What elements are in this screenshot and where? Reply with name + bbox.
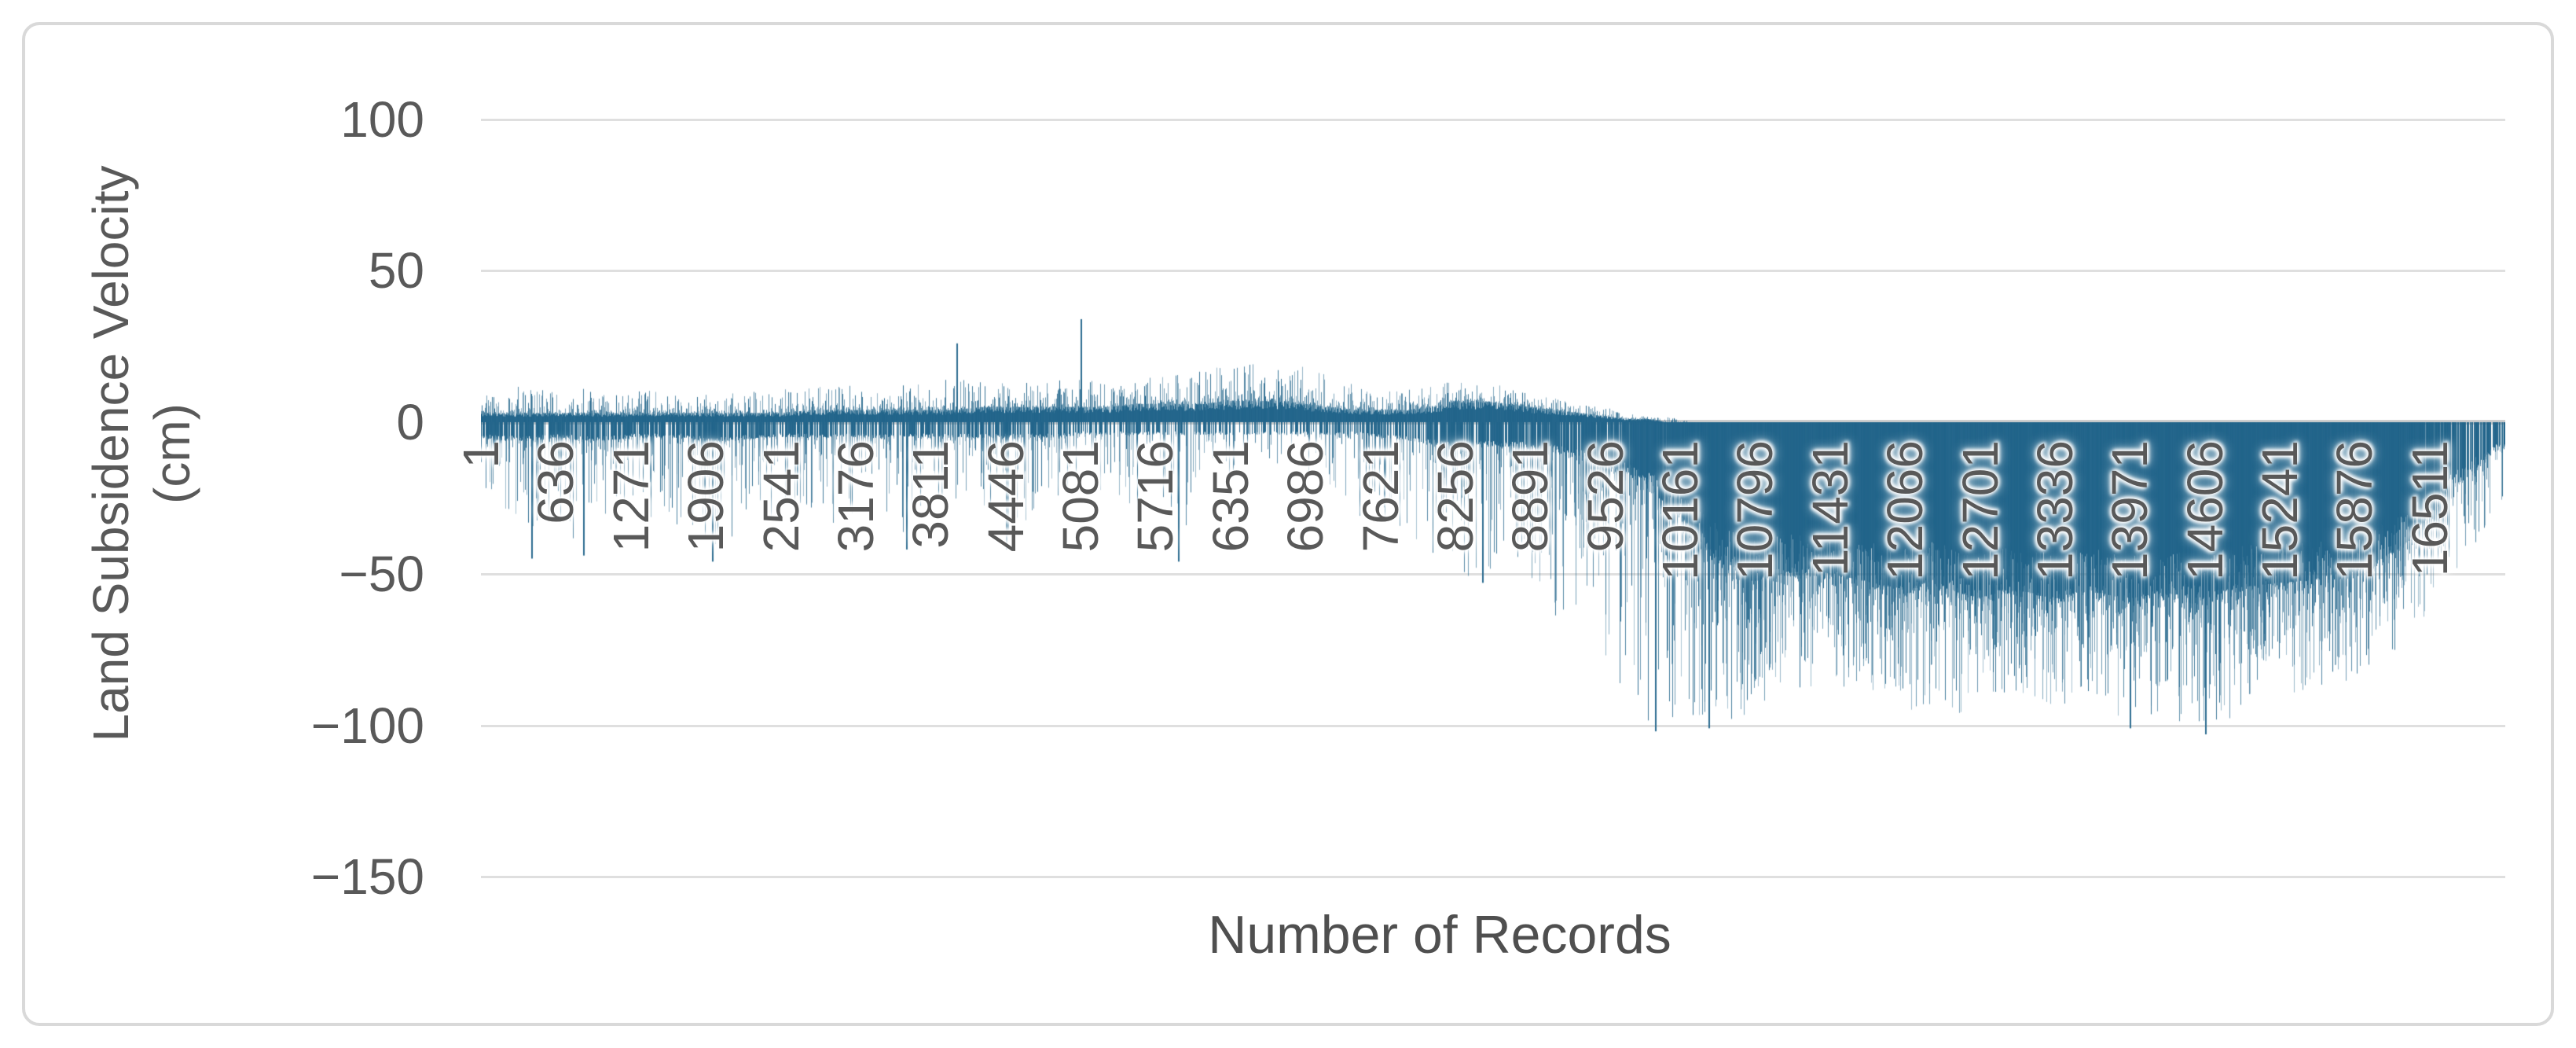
- x-tick-label-3811: 3811: [902, 440, 960, 549]
- x-tick-label-13336: 13336: [2026, 440, 2083, 580]
- x-tick-label-15241: 15241: [2251, 440, 2309, 580]
- x-tick-label-1906: 1906: [677, 440, 735, 553]
- y-tick-label-100: 100: [340, 90, 424, 148]
- x-tick-label-6351: 6351: [1202, 440, 1259, 553]
- x-tick-label-8256: 8256: [1426, 440, 1484, 553]
- x-tick-label-5081: 5081: [1052, 440, 1109, 553]
- chart-frame: 100 50 0 −50 −100 −150 1 636 1271 1906 2541 3176 38…: [22, 22, 2554, 1026]
- x-axis-title: Number of Records: [1208, 905, 1671, 965]
- x-tick-label-14606: 14606: [2176, 440, 2233, 580]
- x-tick-label-2541: 2541: [752, 440, 809, 553]
- x-tick-label-4446: 4446: [977, 440, 1034, 553]
- x-tick-label-636: 636: [527, 440, 585, 524]
- x-tick-label-1: 1: [453, 440, 509, 469]
- x-tick-label-10161: 10161: [1652, 440, 1708, 580]
- y-axis-title: Land Subsidence Velocity (cm): [80, 0, 206, 925]
- y-tick-label--100: −100: [310, 697, 424, 754]
- x-tick-label-7621: 7621: [1352, 440, 1409, 553]
- x-tick-label-12701: 12701: [1951, 440, 2009, 580]
- x-tick-label-15876: 15876: [2326, 440, 2383, 580]
- y-tick-label-0: 0: [396, 394, 424, 450]
- y-tick-label-50: 50: [368, 242, 424, 300]
- y-tick-label--150: −150: [310, 848, 424, 906]
- x-tick-label-1271: 1271: [602, 440, 659, 553]
- x-tick-label-13971: 13971: [2101, 440, 2159, 580]
- y-axis-title-line2: (cm): [144, 403, 200, 504]
- x-tick-label-8891: 8891: [1502, 440, 1559, 553]
- bars-canvas: [481, 120, 2505, 890]
- x-tick-label-6986: 6986: [1277, 440, 1334, 553]
- x-tick-label-3176: 3176: [827, 440, 884, 553]
- x-tick-label-11431: 11431: [1801, 440, 1859, 577]
- y-tick-label--50: −50: [339, 545, 424, 602]
- x-tick-label-5716: 5716: [1127, 440, 1184, 553]
- x-tick-label-9526: 9526: [1576, 440, 1634, 553]
- x-tick-label-16511: 16511: [2401, 440, 2458, 577]
- x-tick-label-12066: 12066: [1877, 440, 1934, 580]
- y-axis-title-line1: Land Subsidence Velocity: [83, 165, 139, 742]
- x-tick-label-10796: 10796: [1727, 440, 1784, 580]
